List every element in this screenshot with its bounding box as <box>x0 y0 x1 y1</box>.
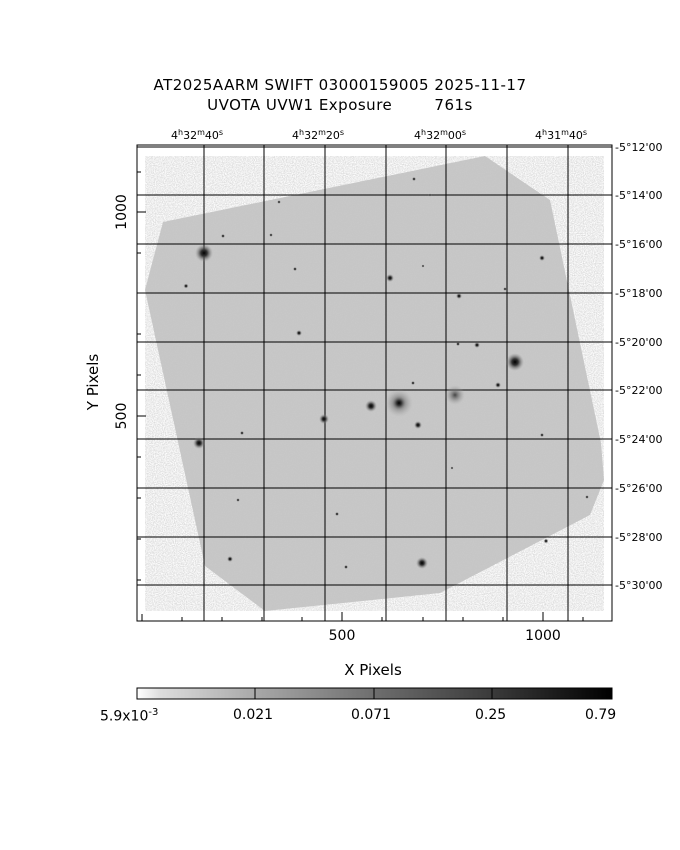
star <box>195 244 213 262</box>
star <box>503 287 507 291</box>
x-tick-label: 1000 <box>525 628 561 644</box>
star <box>411 381 415 385</box>
dec-tick-labels: -5°12'00 -5°14'00 -5°16'00 -5°18'00 -5°2… <box>615 141 663 592</box>
star <box>416 557 428 569</box>
star <box>585 495 589 499</box>
dec-tick-label: -5°16'00 <box>615 238 663 251</box>
ra-tick-labels: 4h32m40s 4h32m20s 4h32m00s 4h31m40s <box>171 128 587 142</box>
y-tick-label: 1000 <box>114 194 130 230</box>
star <box>227 556 233 562</box>
dec-tick-label: -5°20'00 <box>615 336 663 349</box>
star <box>236 498 240 502</box>
dec-tick-label: -5°14'00 <box>615 189 663 202</box>
star <box>240 431 244 435</box>
dec-tick-label: -5°28'00 <box>615 531 663 544</box>
star <box>392 396 406 410</box>
star <box>414 421 422 429</box>
star <box>428 193 432 197</box>
star <box>365 400 377 412</box>
ra-tick-label: 4h32m40s <box>171 128 223 142</box>
dec-tick-label: -5°26'00 <box>615 482 663 495</box>
dec-tick-label: -5°18'00 <box>615 287 663 300</box>
star <box>277 200 281 204</box>
extended-source <box>445 385 465 405</box>
star <box>539 255 545 261</box>
exposure-field <box>145 156 604 611</box>
pixel-axis-ticks <box>137 171 584 621</box>
star <box>296 330 302 336</box>
x-tick-label: 500 <box>329 628 356 644</box>
dec-tick-label: -5°30'00 <box>615 579 663 592</box>
y-axis-label: Y Pixels <box>84 354 102 412</box>
star <box>335 512 339 516</box>
star <box>474 342 480 348</box>
star <box>456 293 462 299</box>
ra-tick-label: 4h32m00s <box>414 128 466 142</box>
star <box>450 466 454 470</box>
star <box>506 353 524 371</box>
star <box>344 565 348 569</box>
y-tick-label: 500 <box>114 403 130 430</box>
dec-tick-label: -5°12'00 <box>615 141 663 154</box>
star <box>269 233 273 237</box>
star <box>421 264 425 268</box>
dec-tick-label: -5°22'00 <box>615 384 663 397</box>
colorbar-label: 0.021 <box>233 707 274 723</box>
ra-tick-label: 4h32m20s <box>292 128 344 142</box>
colorbar-label: 0.25 <box>475 707 507 723</box>
star <box>183 283 189 289</box>
star <box>543 538 549 544</box>
plot-frame <box>136 144 613 622</box>
colorbar <box>136 687 613 700</box>
star <box>456 342 460 346</box>
star <box>221 234 225 238</box>
source-layer <box>183 177 589 569</box>
star <box>412 177 416 181</box>
coordinate-grid <box>137 145 612 621</box>
colorbar-label: 0.071 <box>351 707 392 723</box>
image-title: AT2025AARM SWIFT 03000159005 2025-11-17 <box>153 76 527 94</box>
image-subtitle: UVOTA UVW1 Exposure 761s <box>207 96 473 114</box>
colorbar-min-label: 5.9x10-3 <box>100 707 159 725</box>
star <box>293 267 297 271</box>
dec-tick-label: -5°24'00 <box>615 433 663 446</box>
colorbar-label: 0.79 <box>585 707 617 723</box>
star <box>319 414 329 424</box>
star <box>193 437 205 449</box>
x-axis-label: X Pixels <box>344 661 402 679</box>
star <box>495 382 501 388</box>
star <box>540 433 544 437</box>
field-noise <box>145 156 604 611</box>
star <box>386 274 394 282</box>
ra-tick-label: 4h31m40s <box>535 128 587 142</box>
